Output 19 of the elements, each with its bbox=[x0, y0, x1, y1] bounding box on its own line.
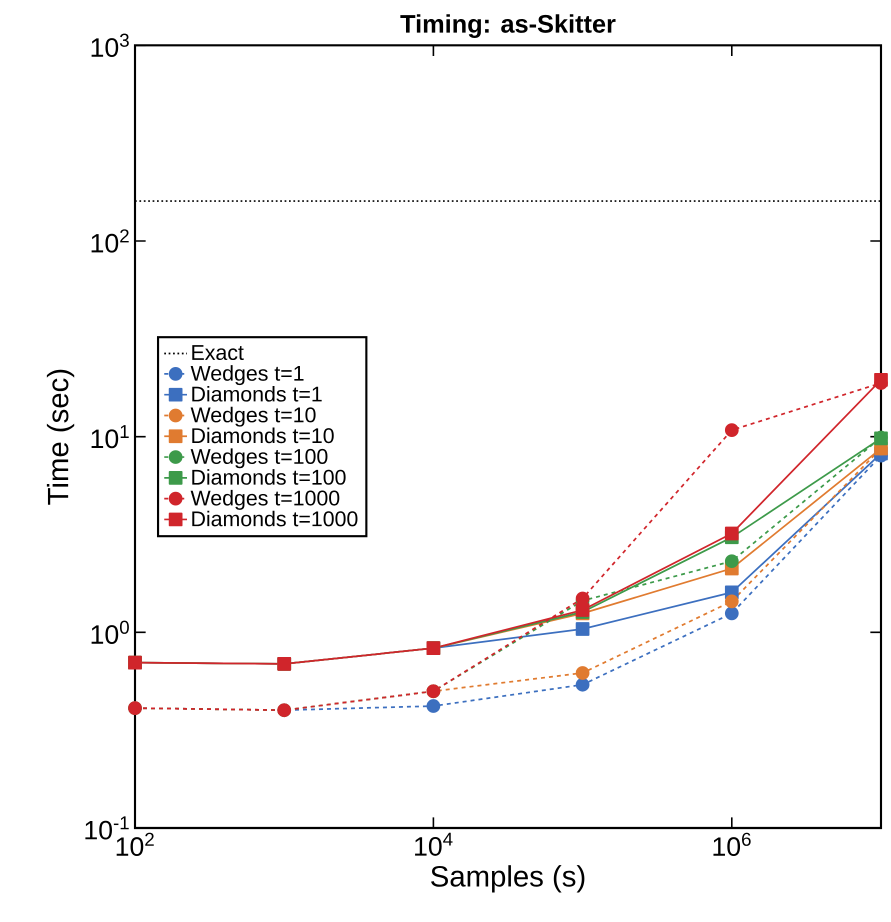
x-tick-label: 10$^{4}$ bbox=[415, 832, 453, 856]
legend-label: Diamonds t=10 bbox=[192, 428, 334, 444]
legend-label: Wedges t=1 bbox=[190, 365, 304, 386]
legend-label: Exact bbox=[192, 345, 244, 360]
y-tick-label: 10$^{1}$ bbox=[92, 425, 129, 448]
x-tick-label: 10$^{6}$ bbox=[713, 832, 751, 856]
x-tick-label: 10$^{2}$ bbox=[116, 832, 154, 856]
legend-label: Wedges t=10 bbox=[190, 406, 316, 427]
legend-label: Diamonds t=100 bbox=[192, 469, 346, 485]
y-tick-label: 10$^{0}$ bbox=[92, 620, 129, 644]
legend-label: Wedges t=1000 bbox=[190, 490, 340, 510]
legend-label: Wedges t=100 bbox=[190, 448, 328, 468]
legend-label: Diamonds t=1000 bbox=[192, 510, 358, 526]
legend-label: Diamonds t=1 bbox=[192, 386, 322, 402]
y-tick-label: 10$^{2}$ bbox=[92, 229, 129, 253]
x-axis-title: Samples (s) bbox=[431, 865, 584, 893]
chart-title: Timing: as-Skitter bbox=[400, 14, 616, 38]
y-axis-title: Time (sec) bbox=[46, 370, 74, 505]
y-tick-label: 10$^{3}$ bbox=[92, 34, 129, 57]
